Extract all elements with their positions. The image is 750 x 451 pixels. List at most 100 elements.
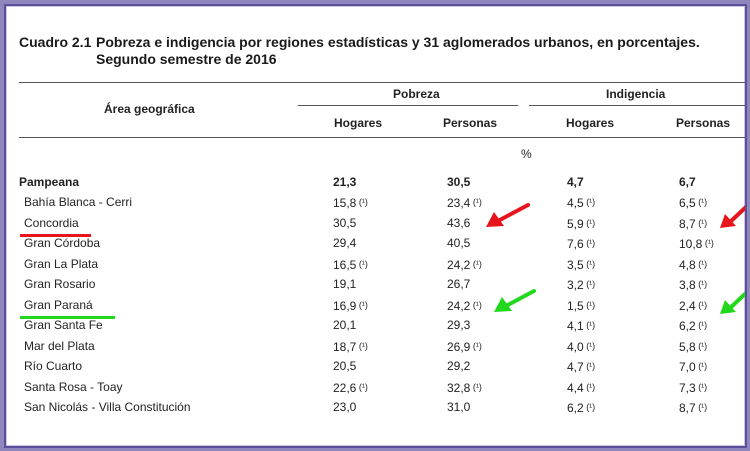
row-ind-hog: 4,0 (¹) — [567, 339, 595, 354]
footnote-mark: (¹) — [695, 381, 708, 392]
region-name: Pampeana — [19, 175, 79, 189]
footnote-mark: (¹) — [356, 299, 368, 310]
row-ind-per: 7,3 (¹) — [679, 380, 707, 395]
row-pob-hog-value: 29,4 — [333, 236, 357, 250]
footnote-mark: (¹) — [583, 258, 596, 269]
row-name-value: Gran Rosario — [24, 277, 96, 291]
row-pob-hog-value: 22,6 — [333, 380, 357, 395]
footnote-mark: (¹) — [583, 402, 596, 412]
row-ind-hog: 4,5 (¹) — [567, 195, 595, 210]
footnote-mark: (¹) — [356, 197, 368, 207]
row-ind-per: 10,8 (¹) — [679, 236, 714, 251]
row-pob-per-value: 26,9 — [447, 339, 471, 354]
region-ind-personas: 6,7 — [679, 175, 696, 189]
footnote-mark: (¹) — [695, 361, 708, 371]
row-pob-hog: 20,1 — [333, 318, 356, 332]
footnote-mark: (¹) — [695, 340, 708, 351]
row-ind-hog-value: 4,0 — [567, 339, 584, 354]
row-ind-hog-value: 3,5 — [567, 257, 584, 272]
row-ind-hog: 6,2 (¹) — [567, 400, 595, 415]
row-pob-hog: 15,8 (¹) — [333, 195, 368, 210]
table-title-text: Pobreza e indigencia por regiones estadí… — [96, 34, 700, 67]
footnote-mark: (¹) — [702, 238, 714, 248]
row-name-value: Gran Córdoba — [24, 236, 101, 250]
footnote-mark: (¹) — [695, 402, 708, 412]
footnote-mark: (¹) — [583, 361, 596, 371]
row-name-value: Gran Santa Fe — [24, 318, 103, 332]
row-pob-per-value: 40,5 — [447, 236, 471, 250]
row-ind-per-value: 6,5 — [679, 196, 696, 210]
row-ind-per: 2,4 (¹) — [679, 298, 707, 313]
row-name: Concordia — [24, 216, 79, 230]
row-pob-per: 26,9 (¹) — [447, 339, 482, 354]
row-ind-per-value: 10,8 — [679, 237, 703, 251]
header-ind-personas: Personas — [676, 116, 731, 130]
row-ind-hog: 4,1 (¹) — [567, 318, 595, 333]
row-ind-hog: 7,6 (¹) — [567, 236, 595, 251]
row-pob-per-value: 29,2 — [447, 359, 471, 373]
row-pob-hog-value: 23,0 — [333, 400, 357, 414]
row-pob-hog-value: 16,5 — [333, 257, 357, 272]
row-pob-per: 32,8 (¹) — [447, 380, 482, 395]
parana-underline — [20, 316, 115, 319]
row-ind-per: 5,8 (¹) — [679, 339, 707, 354]
footnote-mark: (¹) — [583, 217, 596, 228]
row-pob-per: 31,0 — [447, 400, 470, 414]
row-ind-hog: 3,5 (¹) — [567, 257, 595, 272]
row-ind-hog: 5,9 (¹) — [567, 216, 595, 231]
row-pob-hog: 20,5 — [333, 359, 356, 373]
row-name: Mar del Plata — [24, 339, 95, 353]
footnote-mark: (¹) — [695, 258, 708, 269]
row-ind-hog: 3,2 (¹) — [567, 277, 595, 292]
row-name: Gran Córdoba — [24, 236, 100, 250]
region-pob-hogares-value: 21,3 — [333, 175, 357, 189]
row-ind-per-value: 7,3 — [679, 380, 696, 395]
row-name: San Nicolás - Villa Constitución — [24, 400, 191, 414]
row-name-value: Concordia — [24, 215, 79, 230]
row-name-value: Santa Rosa - Toay — [24, 379, 123, 394]
row-pob-per: 23,4 (¹) — [447, 195, 482, 210]
row-pob-hog: 16,9 (¹) — [333, 298, 368, 313]
row-name: Gran La Plata — [24, 257, 98, 271]
row-pob-hog-value: 15,8 — [333, 196, 357, 210]
region-ind-hogares: 4,7 — [567, 175, 584, 189]
row-pob-per-value: 26,7 — [447, 277, 471, 291]
row-ind-hog-value: 6,2 — [567, 401, 584, 415]
row-pob-hog-value: 19,1 — [333, 277, 357, 291]
footnote-mark: (¹) — [356, 381, 368, 392]
row-ind-hog-value: 4,5 — [567, 196, 584, 210]
footnote-mark: (¹) — [583, 381, 596, 392]
footnote-mark: (¹) — [695, 197, 708, 207]
region-pob-hogares: 21,3 — [333, 175, 356, 189]
pobreza-rule — [298, 105, 518, 106]
red-arrow-icon — [486, 203, 530, 227]
row-ind-per: 6,2 (¹) — [679, 318, 707, 333]
row-ind-hog-value: 3,2 — [567, 278, 584, 292]
row-pob-per: 26,7 — [447, 277, 470, 291]
row-pob-hog: 16,5 (¹) — [333, 257, 368, 272]
row-ind-per: 8,7 (¹) — [679, 400, 707, 415]
footnote-mark: (¹) — [695, 320, 708, 330]
row-ind-hog-value: 1,5 — [567, 298, 584, 313]
row-pob-per-value: 23,4 — [447, 196, 471, 210]
row-pob-hog: 22,6 (¹) — [333, 380, 368, 395]
row-ind-per-value: 3,8 — [679, 278, 696, 292]
footnote-mark: (¹) — [470, 197, 482, 207]
row-pob-hog-value: 30,5 — [333, 215, 357, 230]
row-name-value: Gran La Plata — [24, 256, 99, 271]
row-name: Gran Santa Fe — [24, 318, 103, 332]
unit-label: % — [521, 147, 532, 161]
row-pob-per-value: 31,0 — [447, 400, 471, 414]
top-rule — [19, 82, 745, 83]
row-pob-hog-value: 18,7 — [333, 339, 357, 354]
row-ind-hog: 4,4 (¹) — [567, 380, 595, 395]
row-ind-hog-value: 5,9 — [567, 216, 584, 231]
footnote-mark: (¹) — [583, 340, 596, 351]
region-pob-personas-value: 30,5 — [447, 175, 471, 189]
row-name-value: Gran Paraná — [24, 297, 93, 312]
footnote-mark: (¹) — [356, 340, 368, 351]
footnote-mark: (¹) — [583, 197, 596, 207]
row-ind-per: 4,8 (¹) — [679, 257, 707, 272]
row-pob-hog: 18,7 (¹) — [333, 339, 368, 354]
row-pob-hog: 19,1 — [333, 277, 356, 291]
